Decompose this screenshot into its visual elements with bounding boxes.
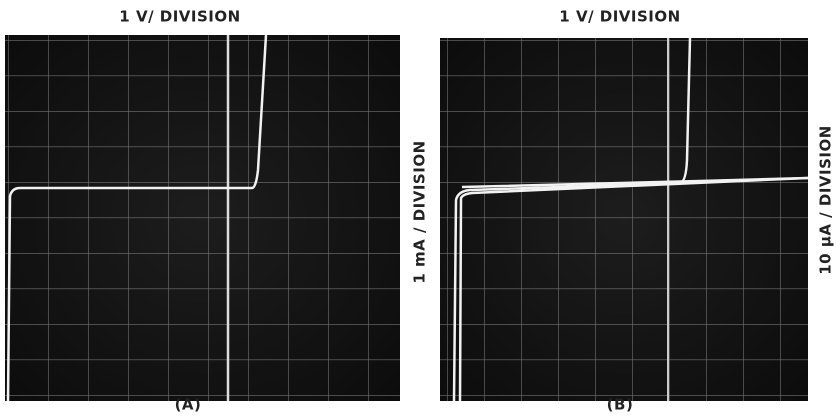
panel-a: 1 V/ DIVISION 1 mA / DIVISION (A)	[5, 8, 429, 414]
side-label: 10 μA / DIVISION	[817, 125, 835, 275]
caption: (B)	[607, 396, 634, 414]
top-label: 1 V/ DIVISION	[119, 8, 240, 26]
figure: 1 V/ DIVISION 1 mA / DIVISION (A) 1 V/ D…	[0, 0, 837, 416]
graticule	[5, 35, 400, 401]
caption: (A)	[175, 396, 202, 414]
graticule	[440, 38, 808, 401]
top-label: 1 V/ DIVISION	[559, 8, 680, 26]
panel-b: 1 V/ DIVISION 10 μA / DIVISION (B)	[440, 8, 835, 414]
side-label: 1 mA / DIVISION	[411, 140, 429, 283]
